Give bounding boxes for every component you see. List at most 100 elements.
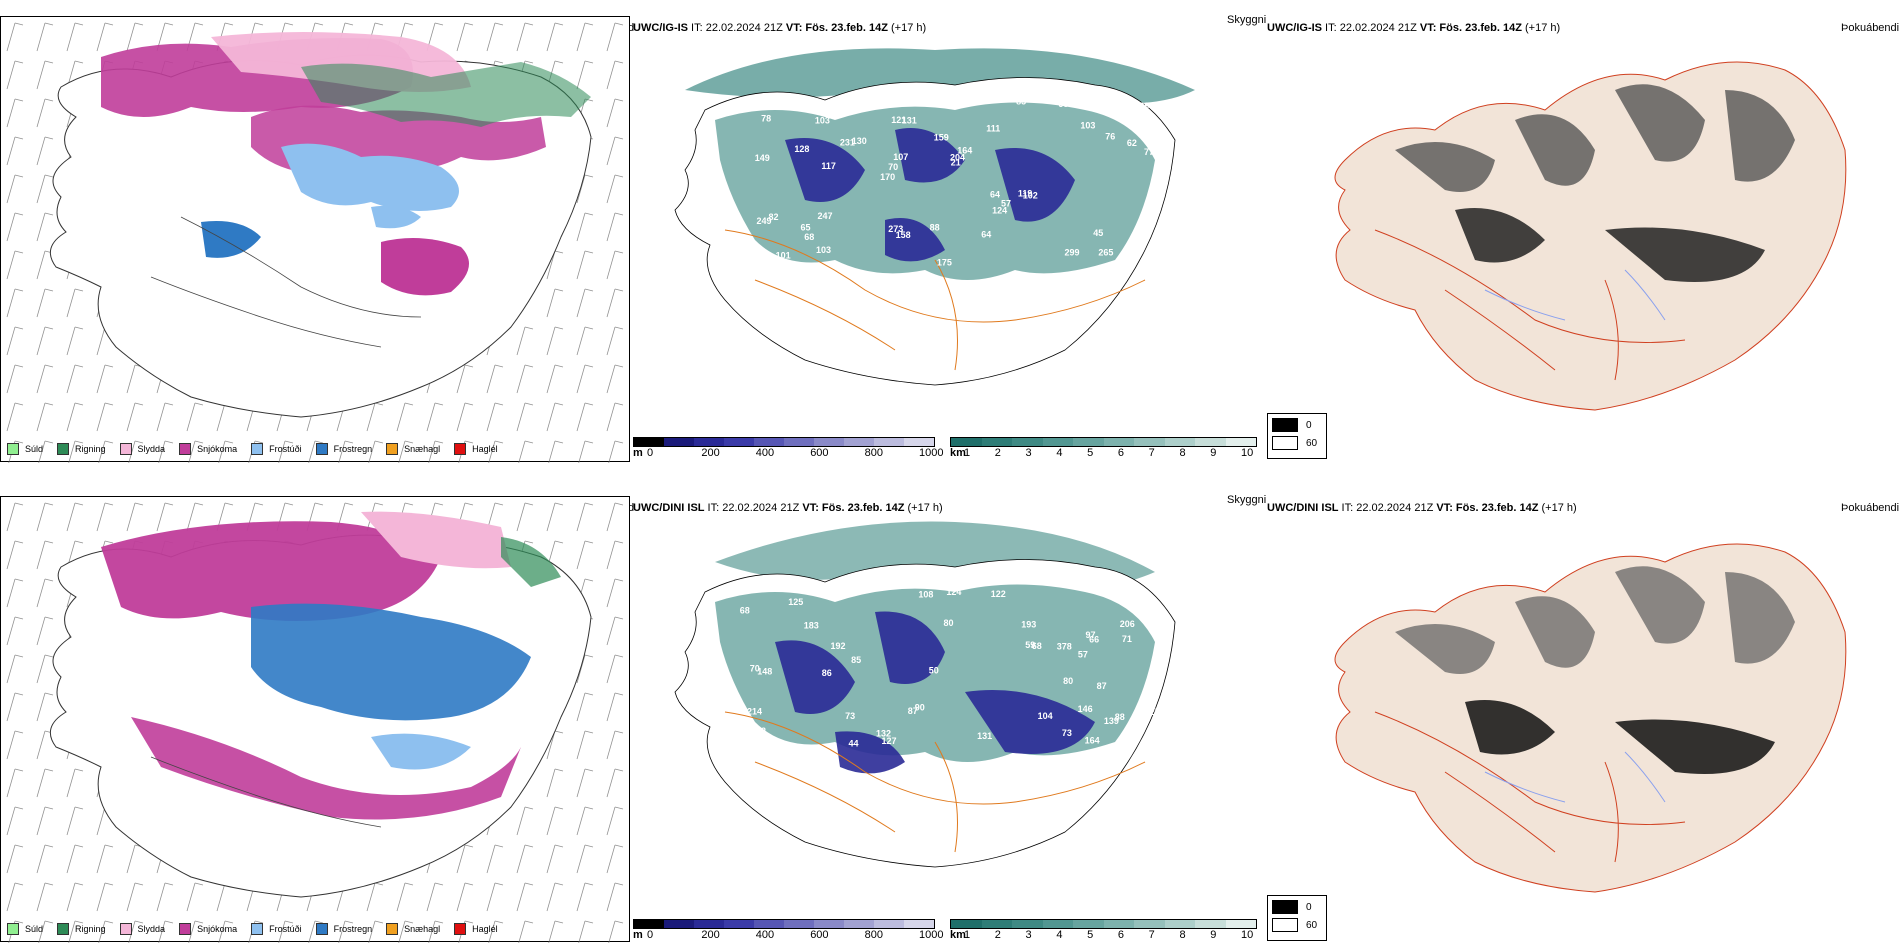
colorbar-unit: m [633, 929, 643, 941]
cloud-base-value: 62 [1127, 138, 1137, 148]
fog-legend-item: 60 [1272, 918, 1322, 932]
cloud-base-value: 82 [769, 212, 779, 222]
colorbar-strip [950, 919, 1257, 929]
colorbar-segment [814, 920, 844, 928]
cloud-base-value: 44 [849, 738, 859, 748]
colorbar-segment [981, 920, 1012, 928]
colorbar-segment [1073, 920, 1104, 928]
colorbar-segment [694, 920, 724, 928]
legend-swatch [251, 923, 264, 935]
cloud-base-value: 68 [804, 232, 814, 242]
cloud-base-value: 103 [816, 245, 831, 255]
colorbar-segment [664, 438, 694, 446]
fog-legend-swatch [1272, 918, 1298, 932]
cloud-base-value: 87 [1097, 681, 1107, 691]
cloud-base-value: 80 [1063, 676, 1073, 686]
legend-swatch [454, 923, 467, 935]
cloud-base-value: 265 [1098, 248, 1113, 258]
colorbar-unit: m [633, 447, 643, 459]
colorbar-segment [724, 920, 754, 928]
cloud-base-value: 80 [944, 618, 954, 628]
legend-swatch [386, 443, 399, 455]
fog-legend-label: 0 [1306, 419, 1312, 431]
cloud-base-value: 241 [970, 574, 985, 584]
precip-type-map: Súld Rigning Slydda Snjókoma Frostúði Frostre… [0, 16, 631, 463]
colorbar-segment [664, 920, 694, 928]
legend-item: Frostregn [315, 923, 373, 935]
colorbar-strip [633, 919, 935, 929]
colorbar-tick: 600 [810, 447, 829, 459]
colorbar-unit: km [950, 929, 966, 941]
colorbar-tick: 9 [1210, 929, 1217, 941]
legend-item: Súld [7, 443, 43, 455]
cloud-base-colorbar: m 0 200 400 600 800 1000 [633, 437, 943, 461]
fog-legend-item: 0 [1272, 900, 1322, 914]
colorbar-tick: 5 [1087, 447, 1094, 459]
colorbar-segment [784, 920, 814, 928]
cloud-base-value: 206 [1120, 619, 1135, 629]
cloud-base-value: 54 [775, 260, 785, 270]
cloud-base-value: 193 [1021, 619, 1036, 629]
legend-swatch [315, 443, 328, 455]
colorbar-segment [784, 438, 814, 446]
cloud-base-value: 149 [755, 153, 770, 163]
cloud-base-value: 164 [1085, 736, 1100, 746]
fog-legend-label: 60 [1306, 437, 1318, 449]
legend-swatch [386, 923, 399, 935]
visibility-colorbar: km 1 2 3 4 5 6 7 8 9 10 [950, 437, 1257, 461]
cloud-base-value: 146 [1078, 704, 1093, 714]
legend-item: Slydda [119, 443, 165, 455]
legend-label: Frostúði [269, 444, 302, 454]
cloud-base-value: 130 [852, 136, 867, 146]
cloud-base-value: 110 [738, 257, 753, 267]
cloud-base-value: 108 [918, 590, 933, 600]
colorbar-segment [1042, 438, 1073, 446]
cloud-base-value: 65 [801, 223, 811, 233]
cloud-base-value: 103 [815, 116, 830, 126]
cloud-base-value: 57 [1001, 199, 1011, 209]
cloud-base-value: 85 [1016, 97, 1026, 107]
colorbar-tick: 7 [1148, 929, 1155, 941]
colorbar-tick: 7 [1148, 447, 1155, 459]
legend-item: Frostúði [251, 443, 302, 455]
cloud-base-value: 124 [992, 206, 1007, 216]
panel-title-dewpoint: Þokuábendi [1841, 502, 1900, 514]
cloud-base-value: 249 [757, 216, 772, 226]
cloud-base-value: 57 [1078, 650, 1088, 660]
colorbar-segment [754, 438, 784, 446]
panel-title-cloud: Skyggni [1227, 494, 1267, 506]
cloud-base-value: 104 [1038, 711, 1053, 721]
colorbar-tick: 1000 [919, 929, 944, 941]
cloud-base-value: 175 [937, 257, 952, 267]
colorbar-tick: 0 [647, 929, 654, 941]
legend-label: Frostregn [333, 924, 373, 934]
colorbar-tick: 1000 [919, 447, 944, 459]
colorbar-segment [1195, 438, 1226, 446]
legend-label: Rigning [75, 444, 106, 454]
precip-type-map-svg [1, 17, 631, 463]
colorbar-tick: 6 [1117, 447, 1124, 459]
precip-type-legend: Súld Rigning Slydda Snjókoma Frostúði Frostre… [7, 923, 498, 935]
cloud-base-value: 241 [1102, 583, 1117, 593]
cloud-base-value: 88 [1115, 712, 1125, 722]
panel-header: UWC/IG-IS IT: 22.02.2024 21Z VT: Fös. 23… [633, 22, 927, 34]
legend-item: Rigning [57, 923, 106, 935]
legend-label: Frostregn [333, 444, 373, 454]
cloud-base-value: 148 [757, 666, 772, 676]
colorbar-tick: 2 [994, 447, 1001, 459]
cloud-base-value: 122 [991, 589, 1006, 599]
cloud-base-value: 68 [1032, 641, 1042, 651]
colorbar-tick: 600 [810, 929, 829, 941]
cloud-base-value: 64 [990, 189, 1000, 199]
cloud-base-value: 247 [818, 211, 833, 221]
cloud-base-value: 87 [912, 82, 922, 92]
precip-type-map-svg [1, 497, 631, 943]
legend-item: Súld [7, 923, 43, 935]
colorbar-segment [844, 920, 874, 928]
cloud-base-value: 66 [854, 578, 864, 588]
colorbar-tick: 8 [1179, 929, 1186, 941]
cloud-base-value: 131 [902, 116, 917, 126]
cloud-base-value: 378 [1057, 642, 1072, 652]
colorbar-tick: 400 [755, 929, 775, 941]
legend-label: Snjókoma [197, 924, 238, 934]
